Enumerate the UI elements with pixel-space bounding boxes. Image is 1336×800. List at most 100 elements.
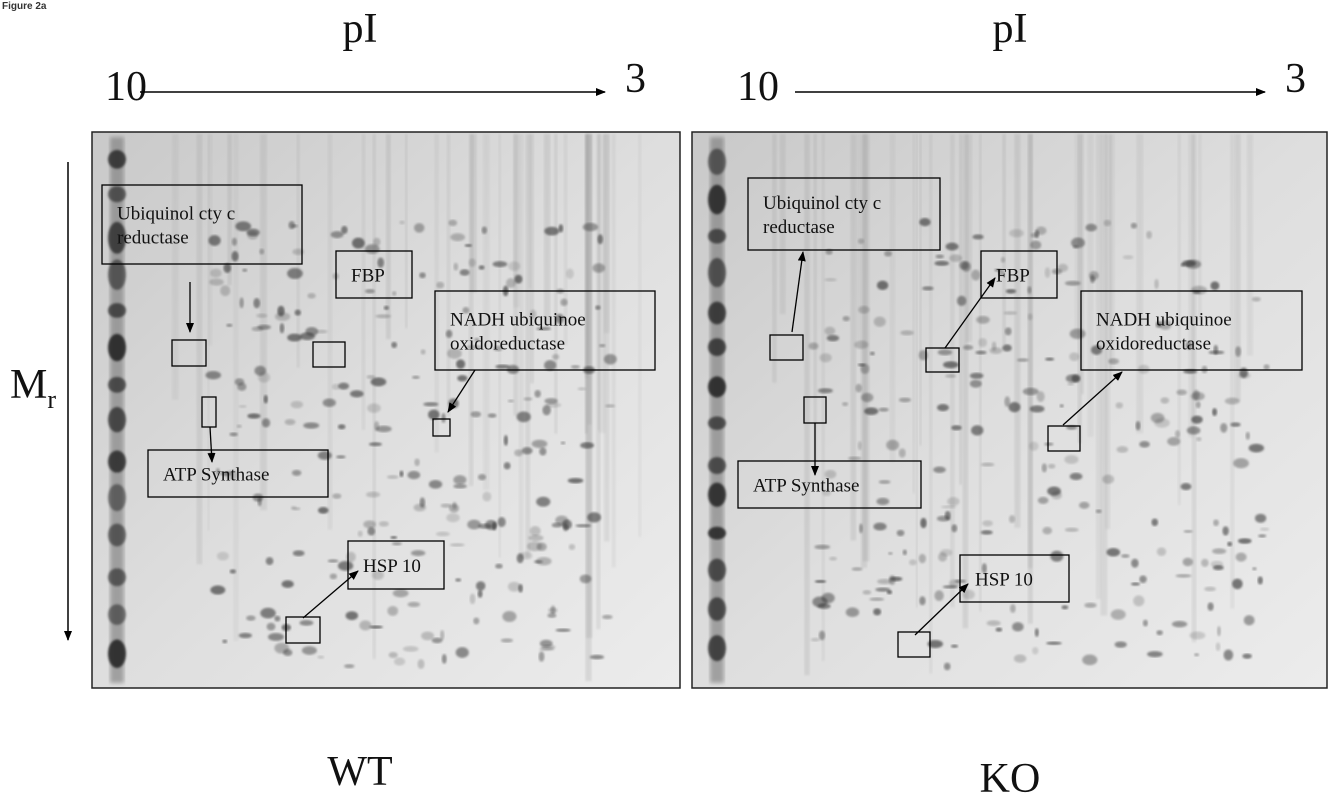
- annotation-text: NADH ubiquinoe: [450, 310, 586, 331]
- gel-spot: [235, 221, 251, 231]
- gel-spot: [419, 272, 426, 278]
- gel-spot: [1182, 260, 1196, 266]
- gel-spot: [1106, 548, 1120, 557]
- gel-spot: [282, 580, 294, 588]
- gel-spot: [441, 413, 445, 423]
- page: {"figure_label": "Figure 2a", "mr_axis":…: [0, 0, 1336, 800]
- gel-spot: [363, 520, 376, 528]
- gel-spot: [544, 227, 559, 236]
- gel-spot: [454, 263, 459, 271]
- gel-spot: [1090, 275, 1095, 283]
- gel-spot: [504, 435, 508, 446]
- gel-spot: [1181, 483, 1192, 490]
- gel-spot: [1224, 650, 1234, 661]
- gel-spot: [267, 623, 276, 631]
- pi-end: 3: [625, 56, 646, 102]
- gel-spot: [811, 638, 820, 642]
- gel-spot: [1230, 422, 1240, 427]
- gel-spot: [393, 589, 409, 597]
- gel-spot: [476, 581, 486, 590]
- gel-spot: [371, 377, 387, 386]
- gel-spot: [933, 467, 946, 473]
- figure-label: Figure 2a: [2, 1, 47, 12]
- gel-spot: [1252, 567, 1256, 570]
- gel-spot: [209, 278, 223, 285]
- gel-spot: [941, 505, 956, 508]
- gel-spot: [1004, 311, 1017, 315]
- gel-streak: [638, 134, 641, 537]
- gel-spot: [1044, 442, 1053, 445]
- gel-streak: [1230, 134, 1234, 608]
- gel-spot: [457, 375, 467, 381]
- gel-spot: [1232, 579, 1243, 590]
- gel-spot: [450, 233, 465, 241]
- gel-spot: [523, 397, 532, 400]
- gel-spot: [256, 314, 267, 318]
- gel-spot: [1156, 630, 1163, 635]
- gel-spot: [1111, 609, 1126, 620]
- gel-spot: [530, 526, 541, 536]
- gel-spot: [938, 349, 952, 355]
- gel-spot: [852, 567, 863, 571]
- gel-streak: [1075, 134, 1081, 335]
- gel-spot: [571, 365, 580, 369]
- gel-spot: [423, 402, 438, 406]
- gel-spot: [414, 458, 420, 466]
- gel-spot: [1067, 382, 1074, 385]
- gel-spot: [887, 590, 892, 594]
- gel-streak: [260, 134, 267, 510]
- gel-spot: [1073, 245, 1079, 248]
- gel-spot: [455, 578, 461, 582]
- gel-spot: [478, 474, 486, 480]
- gel-spot: [488, 413, 497, 418]
- gel-spot: [303, 422, 319, 428]
- gel-spot: [316, 330, 328, 334]
- gel-marker-band: [108, 524, 126, 547]
- gel-spot: [858, 441, 862, 450]
- gel-spot: [1131, 582, 1140, 585]
- gel-spot: [446, 513, 460, 522]
- gel-spot: [465, 244, 472, 247]
- gel-spot: [975, 351, 986, 355]
- gel-streak: [1028, 134, 1033, 624]
- gel-spot: [899, 448, 906, 457]
- gel-spot: [390, 536, 397, 539]
- gel-spot: [919, 554, 926, 563]
- gel-marker-band: [708, 302, 726, 325]
- gel-marker-band: [108, 604, 126, 625]
- gel-spot: [1246, 432, 1250, 440]
- gel-spot: [1194, 653, 1199, 656]
- gel-streak: [979, 134, 982, 612]
- gel-spot: [450, 543, 465, 546]
- gel-spot: [1147, 651, 1163, 657]
- gel-spot: [1176, 389, 1187, 395]
- gel-streak: [405, 134, 407, 328]
- annotation-text: HSP 10: [975, 570, 1033, 591]
- gel-spot: [599, 344, 605, 347]
- gel-spot: [1065, 528, 1079, 532]
- gel-spot: [428, 410, 439, 420]
- gel-spot: [387, 475, 399, 479]
- gel-spot: [1222, 526, 1228, 535]
- gel-spot: [978, 338, 987, 347]
- gel-spot: [943, 361, 958, 368]
- gel-spot: [970, 373, 984, 379]
- gel-spot: [1210, 281, 1219, 290]
- gel-spot: [222, 639, 227, 643]
- gel-marker-band: [708, 185, 726, 215]
- gel-spot: [436, 282, 444, 289]
- gel-spot: [959, 261, 969, 269]
- gel-spot: [1108, 358, 1119, 364]
- gel-marker-band: [108, 150, 126, 169]
- gel-spot: [934, 261, 949, 266]
- gel-spot: [1085, 224, 1096, 232]
- gel-spot: [317, 656, 324, 659]
- gel-spot: [482, 492, 491, 502]
- gel-spot: [951, 645, 958, 648]
- annotation-text: NADH ubiquinoe: [1096, 310, 1232, 331]
- gel-spot: [1042, 463, 1047, 472]
- gel-spot: [569, 544, 575, 550]
- gel-spot: [873, 523, 886, 531]
- gel-spot: [1017, 358, 1029, 362]
- gel-spot: [453, 475, 466, 484]
